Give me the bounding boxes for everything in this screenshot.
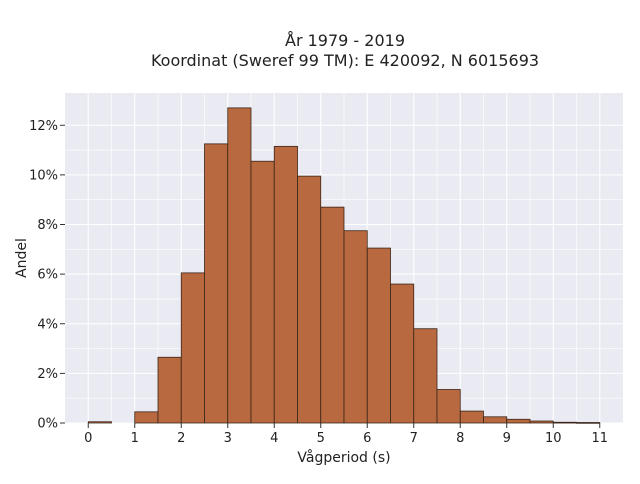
x-axis-ticks: 0 1 2 3 4 5 6 7 8 9 10 11 bbox=[84, 423, 608, 446]
x-tick-label: 11 bbox=[591, 431, 608, 446]
histogram-bar bbox=[320, 206, 345, 424]
histogram-bar bbox=[250, 160, 275, 424]
chart-subtitle: Koordinat (Sweref 99 TM): E 420092, N 60… bbox=[151, 51, 539, 70]
y-tick-label: 0% bbox=[37, 417, 58, 432]
y-axis-ticks: 0% 2% 4% 6% 8% 10% 12% bbox=[29, 119, 65, 432]
histogram-bar bbox=[273, 145, 298, 424]
x-tick-label: 1 bbox=[131, 431, 139, 446]
y-tick-label: 12% bbox=[29, 119, 58, 134]
chart-title: År 1979 - 2019 bbox=[285, 31, 405, 50]
x-tick-label: 10 bbox=[545, 431, 562, 446]
x-tick-label: 8 bbox=[456, 431, 464, 446]
x-axis-label: Vågperiod (s) bbox=[297, 449, 390, 466]
histogram-bar bbox=[506, 418, 531, 424]
histogram-bar bbox=[436, 389, 461, 424]
x-tick-label: 6 bbox=[363, 431, 371, 446]
histogram-bar bbox=[297, 175, 322, 424]
histogram-bar bbox=[483, 416, 508, 424]
y-tick-label: 8% bbox=[37, 218, 58, 233]
histogram-bar bbox=[227, 107, 252, 424]
histogram-bar bbox=[576, 422, 601, 424]
histogram-bar bbox=[180, 272, 205, 424]
histogram-bar bbox=[366, 247, 391, 424]
x-tick-label: 5 bbox=[317, 431, 325, 446]
x-tick-label: 3 bbox=[224, 431, 232, 446]
histogram-bar bbox=[390, 283, 415, 424]
histogram-bar bbox=[134, 411, 159, 424]
histogram-bars bbox=[87, 107, 601, 424]
histogram-bar bbox=[157, 356, 182, 424]
y-tick-label: 6% bbox=[37, 268, 58, 283]
histogram-bar bbox=[552, 421, 577, 424]
histogram-bar bbox=[459, 410, 484, 424]
x-tick-label: 0 bbox=[84, 431, 92, 446]
x-tick-label: 7 bbox=[410, 431, 418, 446]
histogram-bar bbox=[529, 420, 554, 424]
y-tick-label: 4% bbox=[37, 317, 58, 332]
x-tick-label: 9 bbox=[503, 431, 511, 446]
histogram-bar bbox=[204, 143, 229, 424]
x-tick-label: 4 bbox=[270, 431, 278, 446]
histogram-bar bbox=[413, 328, 438, 424]
y-axis-label: Andel bbox=[14, 238, 30, 278]
y-tick-label: 2% bbox=[37, 367, 58, 382]
histogram-bar bbox=[343, 230, 368, 424]
histogram-bar bbox=[87, 421, 112, 424]
x-tick-label: 2 bbox=[177, 431, 185, 446]
y-tick-label: 10% bbox=[29, 168, 58, 183]
